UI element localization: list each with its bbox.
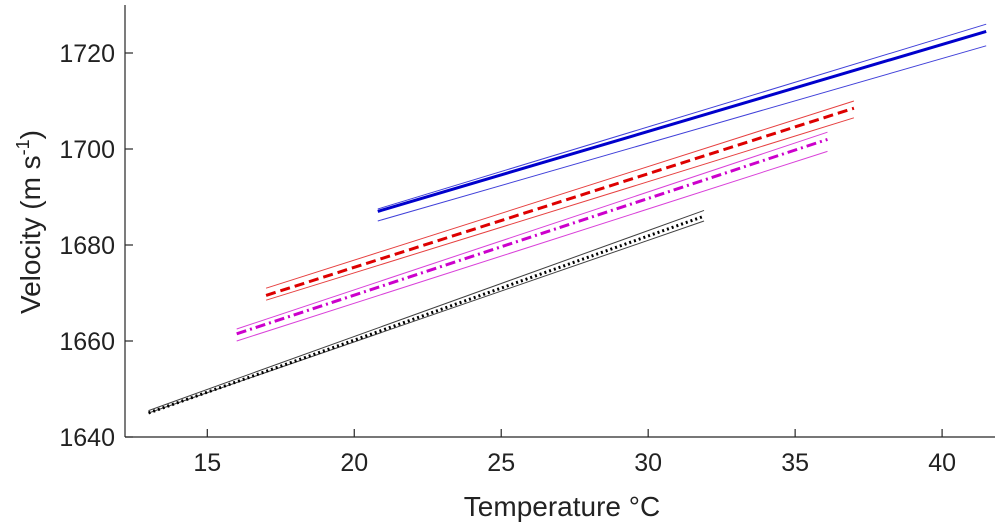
- y-tick-label: 1640: [59, 424, 115, 452]
- x-tick-label: 25: [487, 449, 515, 477]
- y-tick-label: 1680: [59, 232, 115, 260]
- y-axis: 1640 1660 1680 1700 1720: [59, 5, 133, 452]
- y-tick-label: 1660: [59, 328, 115, 356]
- y-tick-label: 1720: [59, 40, 115, 68]
- series-magenta-line: [236, 137, 828, 336]
- series-red-lower-bound: [265, 117, 855, 301]
- series-blue-lower-bound: [377, 45, 987, 222]
- series-magenta-lower-bound: [236, 150, 828, 342]
- y-axis-title: Velocity (m s-1): [13, 130, 46, 314]
- series-red-line: [265, 106, 855, 297]
- x-tick-label: 35: [781, 449, 809, 477]
- x-axis-title: Temperature °C: [464, 491, 660, 522]
- y-axis-title-main: Velocity (m s: [15, 155, 46, 314]
- x-tick-label: 40: [928, 449, 956, 477]
- series-black: [148, 209, 705, 415]
- series-black-lower-bound: [148, 220, 705, 414]
- series-blue-line: [377, 29, 987, 213]
- x-tick-label: 30: [634, 449, 662, 477]
- series-blue: [377, 23, 987, 222]
- y-axis-title-superscript: -1: [13, 139, 33, 155]
- series-black-line: [148, 214, 705, 415]
- series-red: [265, 100, 855, 301]
- series-black-upper-bound: [148, 209, 705, 412]
- x-tick-label: 15: [193, 449, 221, 477]
- series-magenta: [236, 131, 828, 342]
- y-axis-title-close: ): [15, 130, 46, 139]
- plot-area: [148, 23, 987, 415]
- x-tick-label: 20: [340, 449, 368, 477]
- y-tick-label: 1700: [59, 136, 115, 164]
- x-axis: 15 20 25 30 35 40: [125, 429, 995, 477]
- series-red-upper-bound: [265, 100, 855, 289]
- series-blue-upper-bound: [377, 23, 987, 210]
- series-magenta-upper-bound: [236, 131, 828, 330]
